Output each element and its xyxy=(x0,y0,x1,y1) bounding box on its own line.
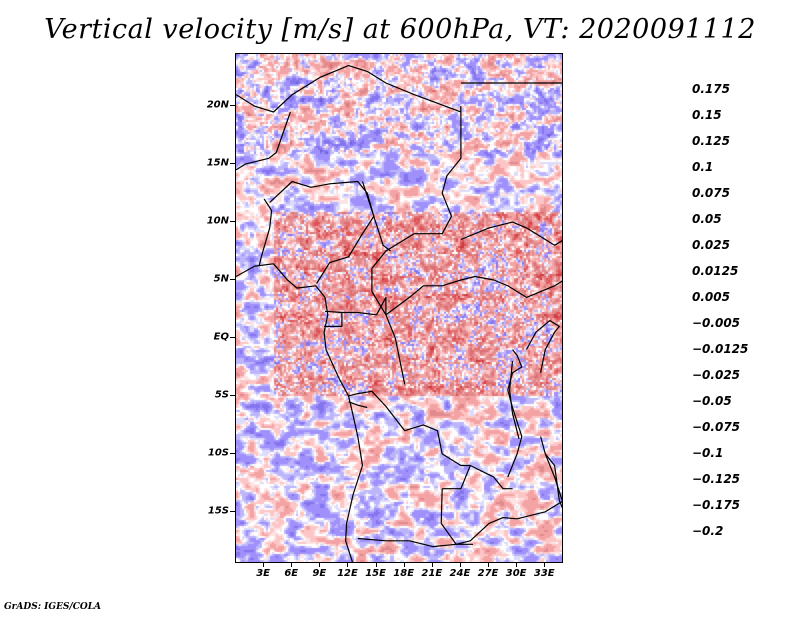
x-tick-mark xyxy=(488,563,490,567)
colorbar-label: −0.005 xyxy=(692,316,741,330)
border-line xyxy=(236,111,291,171)
y-tick-label: 10N xyxy=(206,215,229,227)
y-tick-mark xyxy=(230,163,235,165)
x-tick-label: 6E xyxy=(284,568,299,579)
colorbar-label: 0.025 xyxy=(692,238,730,252)
border-line xyxy=(507,349,523,478)
x-tick-mark xyxy=(291,563,293,567)
colorbar-label: −0.175 xyxy=(692,498,741,512)
border-line xyxy=(357,537,474,548)
vertical-velocity-field xyxy=(236,54,562,562)
country-borders xyxy=(236,65,562,562)
border-line xyxy=(324,312,343,327)
y-tick-label: 5N xyxy=(213,273,229,285)
y-tick-label: 10S xyxy=(207,447,229,459)
y-tick-label: 5S xyxy=(214,389,229,401)
x-tick-label: 12E xyxy=(337,568,358,579)
colorbar-label: 0.0125 xyxy=(692,264,739,278)
y-tick-mark xyxy=(230,279,235,281)
colorbar-label: 0.125 xyxy=(692,134,730,148)
colorbar-label: −0.0125 xyxy=(692,342,749,356)
chart-title: Vertical velocity [m/s] at 600hPa, VT: 2… xyxy=(44,14,756,45)
border-line xyxy=(544,453,562,509)
colorbar-label: 0.15 xyxy=(692,108,722,122)
x-tick-mark xyxy=(263,563,265,567)
border-line xyxy=(236,65,462,113)
border-line xyxy=(371,106,462,292)
border-line xyxy=(540,436,562,501)
colorbar-label: −0.05 xyxy=(692,394,732,408)
border-line xyxy=(258,198,273,266)
y-tick-mark xyxy=(230,394,235,396)
border-line xyxy=(348,390,513,490)
colorbar-label: −0.025 xyxy=(692,368,741,382)
colorbar-label: 0.005 xyxy=(692,290,730,304)
border-line xyxy=(236,263,364,562)
x-tick-mark xyxy=(347,563,349,567)
x-tick-label: 33E xyxy=(533,568,555,579)
border-line xyxy=(440,488,562,545)
y-tick-mark xyxy=(230,221,235,223)
x-tick-label: 30E xyxy=(505,568,527,579)
x-tick-mark xyxy=(319,563,321,567)
x-tick-label: 9E xyxy=(312,568,327,579)
x-tick-mark xyxy=(544,563,546,567)
x-tick-mark xyxy=(431,563,433,567)
border-line xyxy=(371,275,562,316)
footer-credit: GrADS: IGES/COLA xyxy=(4,602,102,612)
colorbar-label: 0.05 xyxy=(692,212,722,226)
y-tick-label: 20N xyxy=(206,99,229,111)
colorbar-label: −0.075 xyxy=(692,420,741,434)
x-tick-label: 15E xyxy=(365,568,386,579)
colorbar-graphic xyxy=(663,50,693,570)
map-plot-area xyxy=(235,53,563,563)
y-tick-label: 15N xyxy=(206,157,229,169)
border-line xyxy=(324,296,406,385)
x-tick-label: 3E xyxy=(256,568,271,579)
x-tick-label: 27E xyxy=(477,568,499,579)
colorbar-label: −0.125 xyxy=(692,472,741,486)
border-line xyxy=(442,465,471,490)
colorbar-label: 0.1 xyxy=(692,160,714,174)
y-tick-label: 15S xyxy=(207,505,229,517)
y-tick-label: EQ xyxy=(213,331,229,343)
y-tick-mark xyxy=(230,105,235,107)
y-tick-mark xyxy=(230,452,235,454)
x-tick-mark xyxy=(375,563,377,567)
y-tick-mark xyxy=(230,336,235,338)
x-tick-mark xyxy=(403,563,405,567)
x-tick-label: 24E xyxy=(449,568,471,579)
x-tick-mark xyxy=(516,563,518,567)
border-line xyxy=(509,361,520,439)
border-line xyxy=(460,221,562,246)
colorbar-label: −0.1 xyxy=(692,446,724,460)
x-tick-label: 21E xyxy=(421,568,443,579)
border-line xyxy=(525,320,560,373)
x-tick-mark xyxy=(459,563,461,567)
colorbar-label: 0.175 xyxy=(692,82,730,96)
border-line xyxy=(269,180,375,284)
border-line xyxy=(361,181,391,252)
border-line xyxy=(348,401,368,409)
colorbar-label: 0.075 xyxy=(692,186,730,200)
y-tick-mark xyxy=(230,510,235,512)
colorbar-label: −0.2 xyxy=(692,524,724,538)
x-tick-label: 18E xyxy=(393,568,415,579)
